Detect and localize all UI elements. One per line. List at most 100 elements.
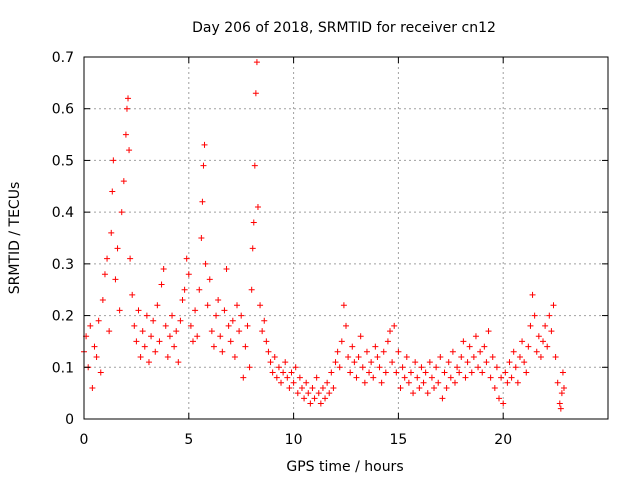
data-point [317,400,324,407]
data-point [87,322,94,329]
data-point [496,395,503,402]
data-point [109,188,116,195]
data-point [141,343,148,350]
data-point [363,348,370,355]
data-point [382,369,389,376]
data-point [330,384,337,391]
data-point [169,312,176,319]
data-point [554,379,561,386]
data-point [357,333,364,340]
x-tick-label: 20 [494,432,512,448]
data-point [265,348,272,355]
data-point [401,374,408,381]
data-point [296,374,303,381]
data-point [246,364,253,371]
data-point [91,343,98,350]
data-point [177,317,184,324]
data-point [267,359,274,366]
data-point [210,343,217,350]
data-point [537,353,544,360]
data-point [472,333,479,340]
data-point [454,364,461,371]
data-point [101,271,108,278]
data-point [546,312,553,319]
data-point [410,390,417,397]
data-point [286,384,293,391]
data-point [252,90,259,97]
data-point [290,379,297,386]
data-point [129,291,136,298]
data-point [418,364,425,371]
data-point [201,141,208,148]
x-axis-label: GPS time / hours [286,459,403,475]
data-point [477,348,484,355]
data-point [303,379,310,386]
data-point [338,338,345,345]
data-point [202,260,209,267]
data-point [173,328,180,335]
data-point [422,369,429,376]
data-point [254,203,261,210]
data-point [384,338,391,345]
data-point [110,157,117,164]
data-point [315,390,322,397]
data-point [175,359,182,366]
data-point [489,353,496,360]
data-point [131,322,138,329]
data-point [221,307,228,314]
data-point [120,178,127,185]
data-point [269,369,276,376]
data-point [156,338,163,345]
data-point [139,328,146,335]
data-point [516,353,523,360]
data-point [391,322,398,329]
data-point [535,333,542,340]
data-point [552,353,559,360]
data-point [380,348,387,355]
data-point [487,374,494,381]
data-point [372,343,379,350]
data-point [179,297,186,304]
data-point [127,255,134,262]
data-point [95,317,102,324]
data-point [407,369,414,376]
data-point [294,390,301,397]
grid [84,57,608,419]
data-point [322,395,329,402]
data-point [208,328,215,335]
data-point [529,291,536,298]
data-point [273,374,280,381]
data-point [544,343,551,350]
data-point [389,359,396,366]
data-point [200,162,207,169]
data-point [345,353,352,360]
data-point [355,353,362,360]
data-point [556,400,563,407]
data-point [187,322,194,329]
data-point [199,198,206,205]
data-point [116,307,123,314]
data-point [550,302,557,309]
data-point [135,307,142,314]
data-point [340,302,347,309]
data-point [560,384,567,391]
data-point [301,395,308,402]
data-point [227,338,234,345]
data-point [236,328,243,335]
data-point [326,390,333,397]
data-point [349,343,356,350]
data-point [328,369,335,376]
data-point [468,369,475,376]
data-point [126,147,133,154]
data-point [145,359,152,366]
data-point [292,364,299,371]
y-tick-label: 0.5 [52,153,74,169]
y-tick-label: 0.1 [52,360,74,376]
data-point [307,400,314,407]
data-point [93,353,100,360]
data-point [475,364,482,371]
data-point [416,384,423,391]
data-point [353,374,360,381]
data-point [198,235,205,241]
data-point [112,276,119,283]
